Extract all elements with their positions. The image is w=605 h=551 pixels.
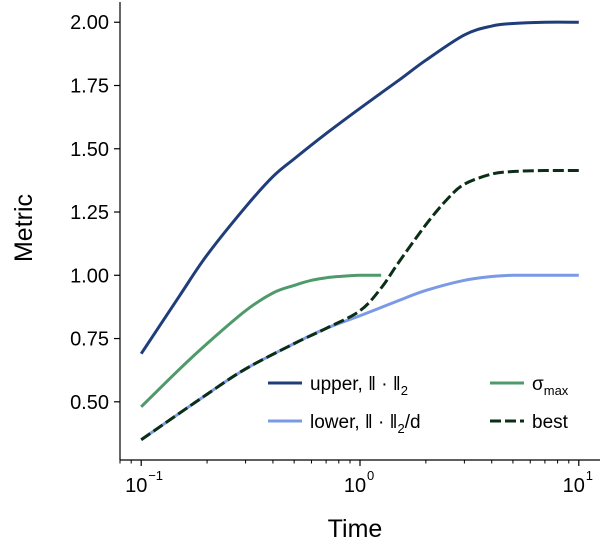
series-layer <box>139 20 579 441</box>
x-tick-base: 10 <box>563 475 585 497</box>
legend-label: best <box>532 412 569 433</box>
x-axis-label: Time <box>328 515 383 543</box>
x-tick-label: 10 0 <box>344 468 374 497</box>
series-line-upper <box>139 20 579 355</box>
x-tick-label: 10 1 <box>563 468 593 497</box>
y-tick-label: 2.00 <box>70 12 109 34</box>
y-tick-label: 1.75 <box>70 76 109 98</box>
legend-entry-sigma: σmax <box>490 374 569 398</box>
x-tick-exponent: 0 <box>367 468 374 483</box>
x-tick-exponent: 1 <box>586 468 593 483</box>
x-tick-base: 10 <box>125 475 147 497</box>
legend-label: lower, ‖ · ‖2/d <box>310 412 421 436</box>
x-tick-label: 10 −1 <box>125 468 163 497</box>
series-line-best <box>140 168 579 441</box>
legend-label: upper, ‖ · ‖2 <box>310 374 408 398</box>
x-tick-exponent: −1 <box>148 468 163 483</box>
y-tick-label: 0.75 <box>70 329 109 351</box>
series-line-sigma <box>140 273 382 408</box>
legend-entry-best: best <box>490 412 569 433</box>
y-tick-label: 1.50 <box>70 139 109 161</box>
legend: upper, ‖ · ‖2 lower, ‖ · ‖2/d σmax best <box>268 374 569 436</box>
legend-entry-upper: upper, ‖ · ‖2 <box>268 374 408 398</box>
legend-label: σmax <box>532 374 569 398</box>
x-tick-base: 10 <box>344 475 366 497</box>
y-tick-label: 1.00 <box>70 265 109 287</box>
y-tick-label: 1.25 <box>70 202 109 224</box>
y-axis-label: Metric <box>10 194 38 262</box>
y-tick-label: 0.50 <box>70 392 109 414</box>
legend-entry-lower: lower, ‖ · ‖2/d <box>268 412 421 436</box>
